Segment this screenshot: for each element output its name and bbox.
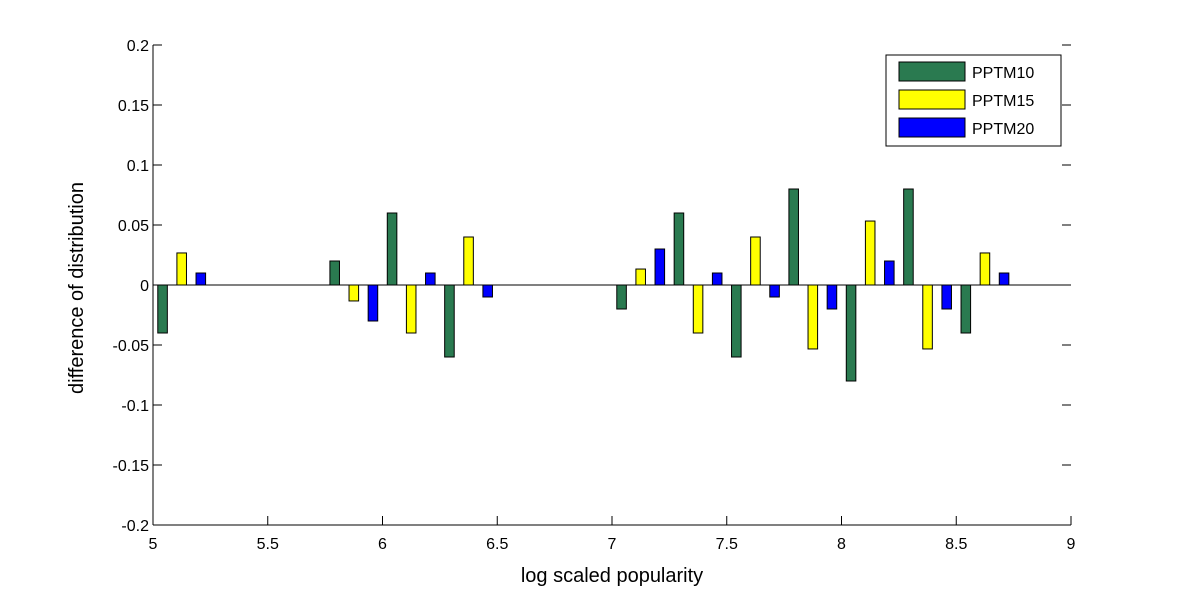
bar-pptm15 bbox=[750, 236, 761, 286]
bar-pptm20 bbox=[884, 260, 895, 286]
bar-pptm20 bbox=[826, 284, 838, 310]
x-tick-label: 8 bbox=[837, 536, 846, 553]
x-tick-label: 8.5 bbox=[945, 536, 967, 553]
bar-pptm20 bbox=[195, 272, 207, 286]
bar-pptm15 bbox=[922, 284, 933, 350]
bar-pptm15 bbox=[348, 284, 360, 302]
bar-pptm20 bbox=[941, 284, 952, 310]
bar-pptm10 bbox=[731, 284, 742, 358]
y-tick-label: -0.1 bbox=[121, 398, 149, 415]
y-tick-label: 0.1 bbox=[127, 158, 149, 175]
bar-pptm15 bbox=[807, 284, 819, 350]
x-tick-label: 5.5 bbox=[257, 536, 279, 553]
legend-label: PPTM20 bbox=[972, 121, 1034, 138]
y-tick-label: 0.05 bbox=[118, 218, 149, 235]
bar-pptm10 bbox=[329, 260, 340, 286]
y-tick-label: 0.2 bbox=[127, 38, 149, 55]
legend-swatch bbox=[898, 61, 966, 82]
y-tick-label: 0 bbox=[140, 278, 149, 295]
y-tick-label: -0.05 bbox=[113, 338, 150, 355]
legend-swatch bbox=[898, 89, 966, 110]
x-tick-label: 6.5 bbox=[486, 536, 508, 553]
y-tick-label: 0.15 bbox=[118, 98, 149, 115]
x-tick-label: 5 bbox=[149, 536, 158, 553]
bar-pptm10 bbox=[157, 284, 168, 334]
bar-pptm10 bbox=[444, 284, 455, 358]
bar-pptm20 bbox=[769, 284, 780, 298]
bar-pptm15 bbox=[635, 268, 646, 286]
y-axis-label: difference of distribution bbox=[66, 182, 88, 394]
y-tick-label: -0.2 bbox=[121, 518, 149, 535]
bar-pptm20 bbox=[425, 272, 436, 286]
bar-pptm20 bbox=[998, 272, 1010, 286]
bar-pptm15 bbox=[463, 236, 474, 286]
x-tick-label: 6 bbox=[378, 536, 387, 553]
bar-pptm10 bbox=[616, 284, 627, 310]
bar-pptm20 bbox=[482, 284, 493, 298]
y-tick-label: -0.15 bbox=[113, 458, 150, 475]
bar-pptm15 bbox=[176, 252, 187, 286]
bar-pptm10 bbox=[788, 188, 799, 286]
bar-pptm15 bbox=[405, 284, 417, 334]
x-tick-label: 9 bbox=[1067, 536, 1076, 553]
legend: PPTM10 PPTM15 PPTM20 bbox=[885, 54, 1062, 147]
bar-pptm15 bbox=[692, 284, 704, 334]
bar-pptm15 bbox=[864, 220, 876, 286]
bars bbox=[157, 188, 1010, 382]
bar-pptm10 bbox=[673, 212, 685, 286]
legend-label: PPTM15 bbox=[972, 93, 1034, 110]
bar-pptm20 bbox=[711, 272, 723, 286]
x-axis-label: log scaled popularity bbox=[521, 565, 703, 587]
bar-pptm10 bbox=[960, 284, 972, 334]
y-axis-ticks: -0.2 -0.15 -0.1 -0.05 0 0.05 0.1 0.15 0.2 bbox=[113, 38, 1071, 535]
bar-pptm10 bbox=[386, 212, 398, 286]
bar-pptm10 bbox=[845, 284, 857, 382]
legend-swatch bbox=[898, 117, 966, 138]
bar-pptm15 bbox=[979, 252, 991, 286]
x-axis-ticks: 5 5.5 6 6.5 7 7.5 8 8.5 9 bbox=[149, 516, 1076, 553]
x-tick-label: 7 bbox=[608, 536, 617, 553]
legend-label: PPTM10 bbox=[972, 65, 1034, 82]
x-tick-label: 7.5 bbox=[716, 536, 738, 553]
bar-pptm20 bbox=[367, 284, 379, 322]
bar-pptm10 bbox=[903, 188, 914, 286]
bar-pptm20 bbox=[654, 248, 666, 286]
